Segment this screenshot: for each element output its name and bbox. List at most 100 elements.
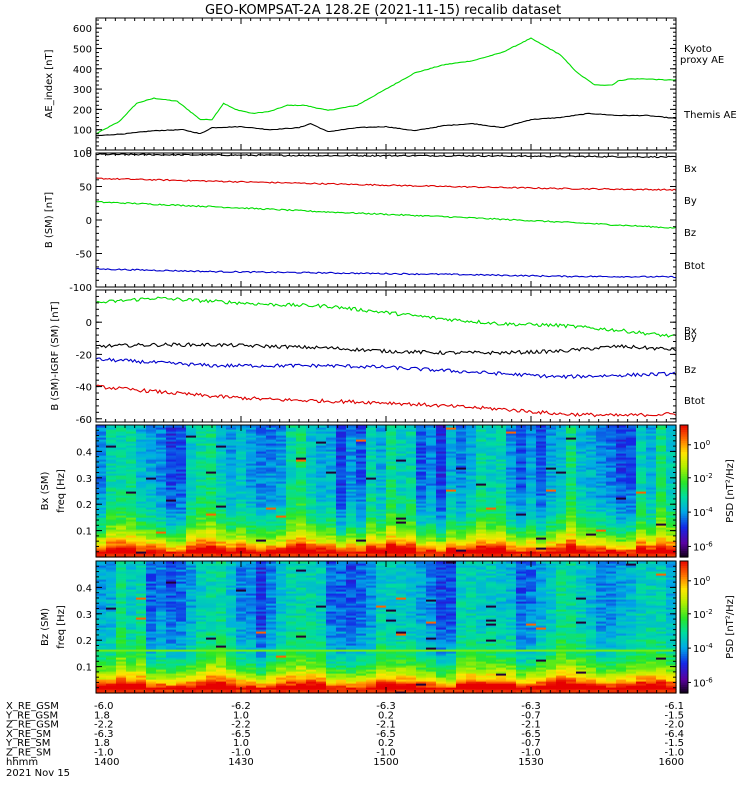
heat-cell — [456, 517, 467, 520]
heat-cell — [256, 493, 267, 496]
heat-cell — [146, 461, 157, 464]
heat-cell — [366, 429, 377, 432]
heat-cell — [436, 503, 447, 506]
heat-cell — [486, 475, 497, 478]
heat-cell — [476, 519, 487, 522]
heat-cell — [346, 497, 357, 500]
heat-cell — [546, 523, 557, 526]
heat-cell — [346, 511, 357, 514]
heat-cell — [496, 529, 507, 532]
heat-cell — [476, 429, 487, 432]
heat-cell — [546, 481, 557, 484]
heat-cell — [486, 539, 497, 542]
heat-cell — [486, 551, 497, 554]
heat-cell — [286, 493, 297, 496]
heat-cell — [586, 541, 597, 544]
heat-cell — [556, 549, 567, 552]
heat-cell — [406, 499, 417, 502]
heat-cell — [556, 543, 567, 546]
heat-cell — [256, 425, 267, 428]
heat-cell — [436, 479, 447, 482]
heat-cell — [666, 551, 677, 554]
heat-cell — [636, 547, 647, 550]
heat-cell — [386, 451, 397, 454]
heat-cell — [366, 501, 377, 504]
heat-cell — [446, 505, 457, 508]
heat-cell — [336, 493, 347, 496]
heat-cell — [486, 451, 497, 454]
heat-cell — [126, 537, 137, 540]
heat-cell — [666, 443, 677, 446]
heat-cell — [656, 427, 667, 430]
heat-cell — [146, 475, 157, 478]
heat-cell — [176, 461, 187, 464]
heat-cell — [186, 427, 197, 430]
heat-cell — [636, 459, 647, 462]
heat-cell — [476, 521, 487, 524]
heat-cell — [266, 521, 277, 524]
heat-cell — [646, 483, 657, 486]
heat-cell — [486, 469, 497, 472]
heat-cell — [526, 491, 537, 494]
heat-cell — [106, 565, 117, 568]
heat-cell — [536, 463, 547, 466]
heat-cell — [596, 533, 607, 536]
heat-cell — [186, 477, 197, 480]
heat-cell — [386, 429, 397, 432]
heat-cell — [596, 551, 607, 554]
heat-cell — [506, 513, 517, 516]
heat-cell — [196, 431, 207, 434]
heat-cell — [356, 545, 367, 548]
heat-cell — [576, 527, 587, 530]
heat-cell — [516, 533, 527, 536]
heat-cell — [536, 431, 547, 434]
heat-cell — [496, 453, 507, 456]
heat-cell — [106, 667, 117, 670]
heat-cell — [176, 457, 187, 460]
heat-cell — [116, 465, 127, 468]
heat-cell — [656, 479, 667, 482]
heat-cell — [206, 433, 217, 436]
heat-cell — [506, 427, 517, 430]
heat-cell — [136, 449, 147, 452]
heat-cell — [126, 539, 137, 542]
heat-cell — [316, 485, 327, 488]
heat-cell — [156, 425, 167, 428]
heat-cell — [426, 445, 437, 448]
heat-cell — [386, 443, 397, 446]
heat-cell — [476, 431, 487, 434]
heat-cell — [126, 585, 137, 588]
heat-cell — [116, 635, 127, 638]
heat-cell — [166, 495, 177, 498]
heat-cell — [656, 549, 667, 552]
heat-cell — [286, 473, 297, 476]
heat-cell — [606, 457, 617, 460]
heat-cell — [236, 433, 247, 436]
heat-cell — [246, 475, 257, 478]
heat-cell — [536, 475, 547, 478]
heat-cell — [366, 499, 377, 502]
heat-cell — [646, 531, 657, 534]
heat-cell — [336, 531, 347, 534]
heat-cell — [436, 443, 447, 446]
heat-cell — [346, 425, 357, 428]
heat-cell — [356, 519, 367, 522]
heat-cell — [256, 445, 267, 448]
heat-cell — [306, 499, 317, 502]
heat-cell — [426, 473, 437, 476]
heat-cell — [266, 501, 277, 504]
heat-cell — [596, 525, 607, 528]
heat-cell — [656, 471, 667, 474]
heat-cell — [506, 529, 517, 532]
heat-cell — [626, 487, 637, 490]
heat-cell — [126, 571, 137, 574]
heat-cell — [626, 491, 637, 494]
heat-cell — [126, 667, 137, 670]
heat-cell — [156, 543, 167, 546]
heat-cell — [106, 629, 117, 632]
heat-cell — [326, 461, 337, 464]
heat-cell — [526, 473, 537, 476]
heat-cell — [626, 537, 637, 540]
heat-cell — [376, 533, 387, 536]
